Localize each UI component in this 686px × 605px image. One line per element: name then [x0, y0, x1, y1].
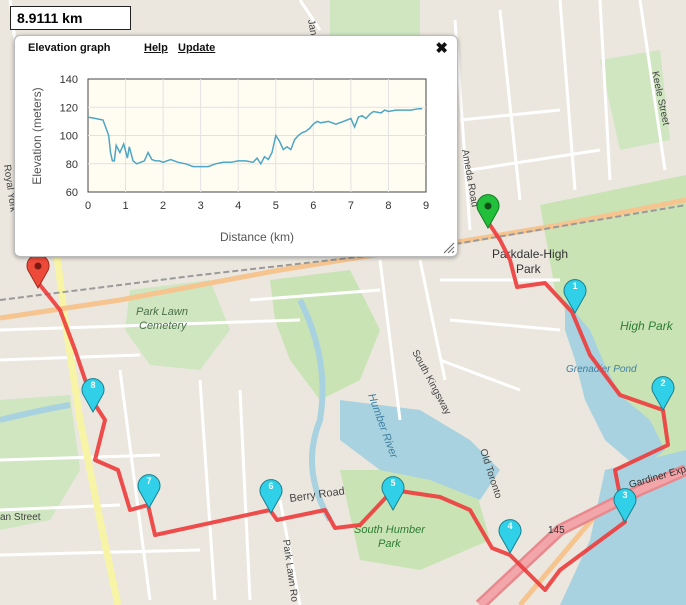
royal-york-road — [51, 239, 122, 605]
label-high-park: High Park — [620, 319, 674, 333]
marker-6-label: 6 — [268, 481, 273, 491]
marker-4[interactable]: 4 — [498, 519, 522, 555]
x-tick-label: 7 — [348, 200, 354, 212]
close-icon[interactable]: ✖ — [435, 40, 448, 57]
x-tick-label: 1 — [122, 200, 128, 212]
x-axis-title: Distance (km) — [220, 230, 294, 244]
route-line[interactable] — [36, 220, 670, 592]
route-markers[interactable]: 1 2 3 4 5 6 7 8 — [26, 194, 675, 555]
y-axis: 60 80 100 120 140 — [60, 74, 78, 199]
marker-2[interactable]: 2 — [651, 376, 675, 412]
x-tick-label: 4 — [235, 200, 241, 212]
marker-6[interactable]: 6 — [259, 479, 283, 515]
x-axis: 0 1 2 3 4 5 6 7 8 9 — [85, 200, 429, 212]
panel-title: Elevation graph — [28, 42, 111, 54]
marker-5-label: 5 — [390, 478, 395, 488]
x-tick-label: 9 — [423, 200, 429, 212]
x-tick-label: 3 — [198, 200, 204, 212]
x-tick-label: 5 — [273, 200, 279, 212]
marker-8[interactable]: 8 — [81, 378, 105, 414]
x-tick-label: 6 — [310, 200, 316, 212]
marker-4-label: 4 — [507, 521, 512, 531]
label-park-lawn-cemetery-1: Park Lawn — [136, 306, 188, 318]
marker-7[interactable]: 7 — [137, 474, 161, 510]
x-tick-label: 2 — [160, 200, 166, 212]
marker-3-label: 3 — [622, 490, 627, 500]
marker-3[interactable]: 3 — [613, 488, 637, 524]
rail-line — [0, 204, 686, 301]
start-marker[interactable] — [476, 194, 500, 230]
label-south-humber-park-1: South Humber — [354, 524, 426, 536]
y-tick-label: 60 — [66, 187, 78, 199]
elevation-chart: 0 1 2 3 4 5 6 7 8 9 60 80 100 120 140 Distance (km) E… — [30, 74, 429, 244]
label-park-lawn-cemetery-2: Cemetery — [139, 320, 188, 332]
marker-7-label: 7 — [146, 476, 151, 486]
y-tick-label: 100 — [60, 131, 78, 143]
y-tick-label: 120 — [60, 102, 78, 114]
elevation-graph-panel[interactable]: Elevation graph Help Update ✖ 0 1 2 3 4 5 6 7 8 9… — [14, 35, 458, 257]
marker-5[interactable]: 5 — [381, 476, 405, 512]
marker-8-label: 8 — [90, 380, 95, 390]
label-street-left: an Street — [0, 512, 41, 523]
x-tick-label: 0 — [85, 200, 91, 212]
x-tick-label: 8 — [385, 200, 391, 212]
y-tick-label: 80 — [66, 159, 78, 171]
marker-1[interactable]: 1 — [563, 279, 587, 315]
label-south-humber-park-2: Park — [378, 538, 401, 550]
help-link[interactable]: Help — [144, 42, 168, 54]
resize-handle-icon[interactable] — [443, 242, 455, 254]
label-park-word: Park — [516, 262, 542, 276]
marker-1-label: 1 — [572, 281, 577, 291]
marker-2-label: 2 — [660, 378, 665, 388]
update-link[interactable]: Update — [178, 42, 216, 54]
distance-readout: 8.9111 km — [10, 6, 131, 30]
label-parkdale: Parkdale-High — [492, 247, 568, 261]
y-tick-label: 140 — [60, 74, 78, 86]
elevation-line — [87, 107, 423, 168]
y-axis-title: Elevation (meters) — [30, 87, 44, 184]
label-route-145: 145 — [548, 525, 565, 536]
